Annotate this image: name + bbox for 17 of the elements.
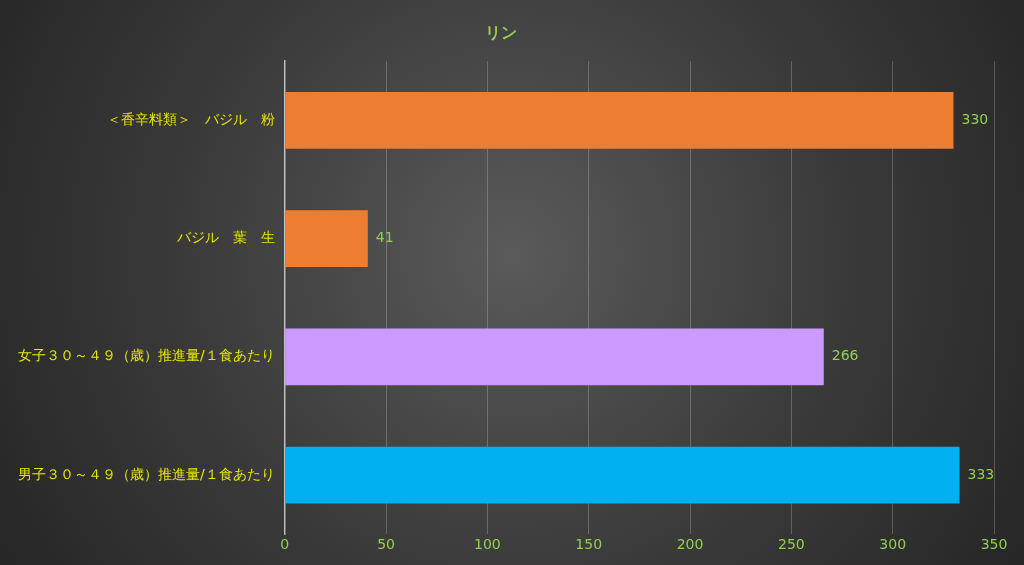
x-tick-label: 0 [280, 536, 290, 553]
data-label: 330 [961, 110, 989, 127]
x-tick-label: 150 [575, 536, 603, 553]
data-label: 333 [967, 465, 995, 482]
y-tick-label: 女子３０～４９（歳）推進量/１食あたり [18, 347, 275, 364]
x-tick-label: 200 [676, 536, 704, 553]
x-tick-label: 50 [377, 536, 395, 553]
y-tick-label: バジル 葉 生 [175, 229, 275, 246]
data-label: 266 [831, 347, 859, 364]
y-tick-label: 男子３０～４９（歳）推進量/１食あたり [18, 465, 275, 482]
data-label: 41 [375, 229, 394, 246]
x-tick-label: 250 [777, 536, 805, 553]
x-tick-label: 350 [980, 536, 1008, 553]
chart-title: リン [485, 22, 517, 42]
y-tick-label: ＜香辛料類＞ バジル 粉 [106, 110, 275, 127]
x-tick-label: 100 [474, 536, 501, 553]
x-tick-label: 300 [879, 536, 907, 553]
